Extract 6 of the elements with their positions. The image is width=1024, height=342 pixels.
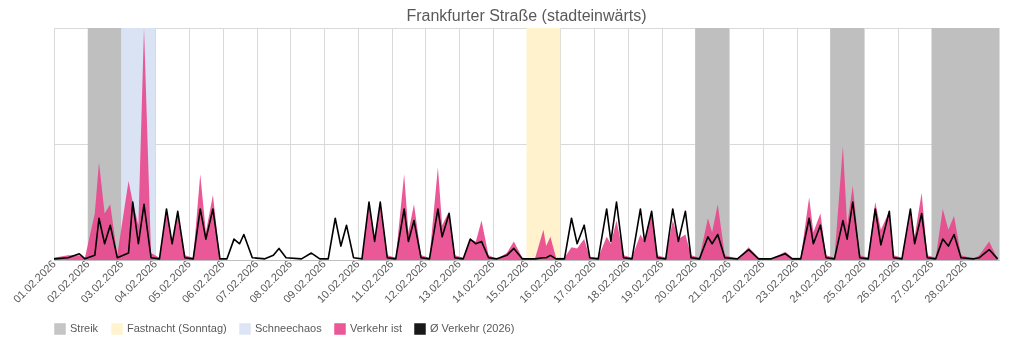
legend-label: Fastnacht (Sonntag) [127,322,227,334]
legend-label: Verkehr ist [350,322,402,334]
chart-title: Frankfurter Straße (stadteinwärts) [406,7,647,24]
legend-label: Schneechaos [255,322,323,334]
legend-label: Streik [70,322,99,334]
legend-label: Ø Verkehr (2026) [430,322,515,334]
